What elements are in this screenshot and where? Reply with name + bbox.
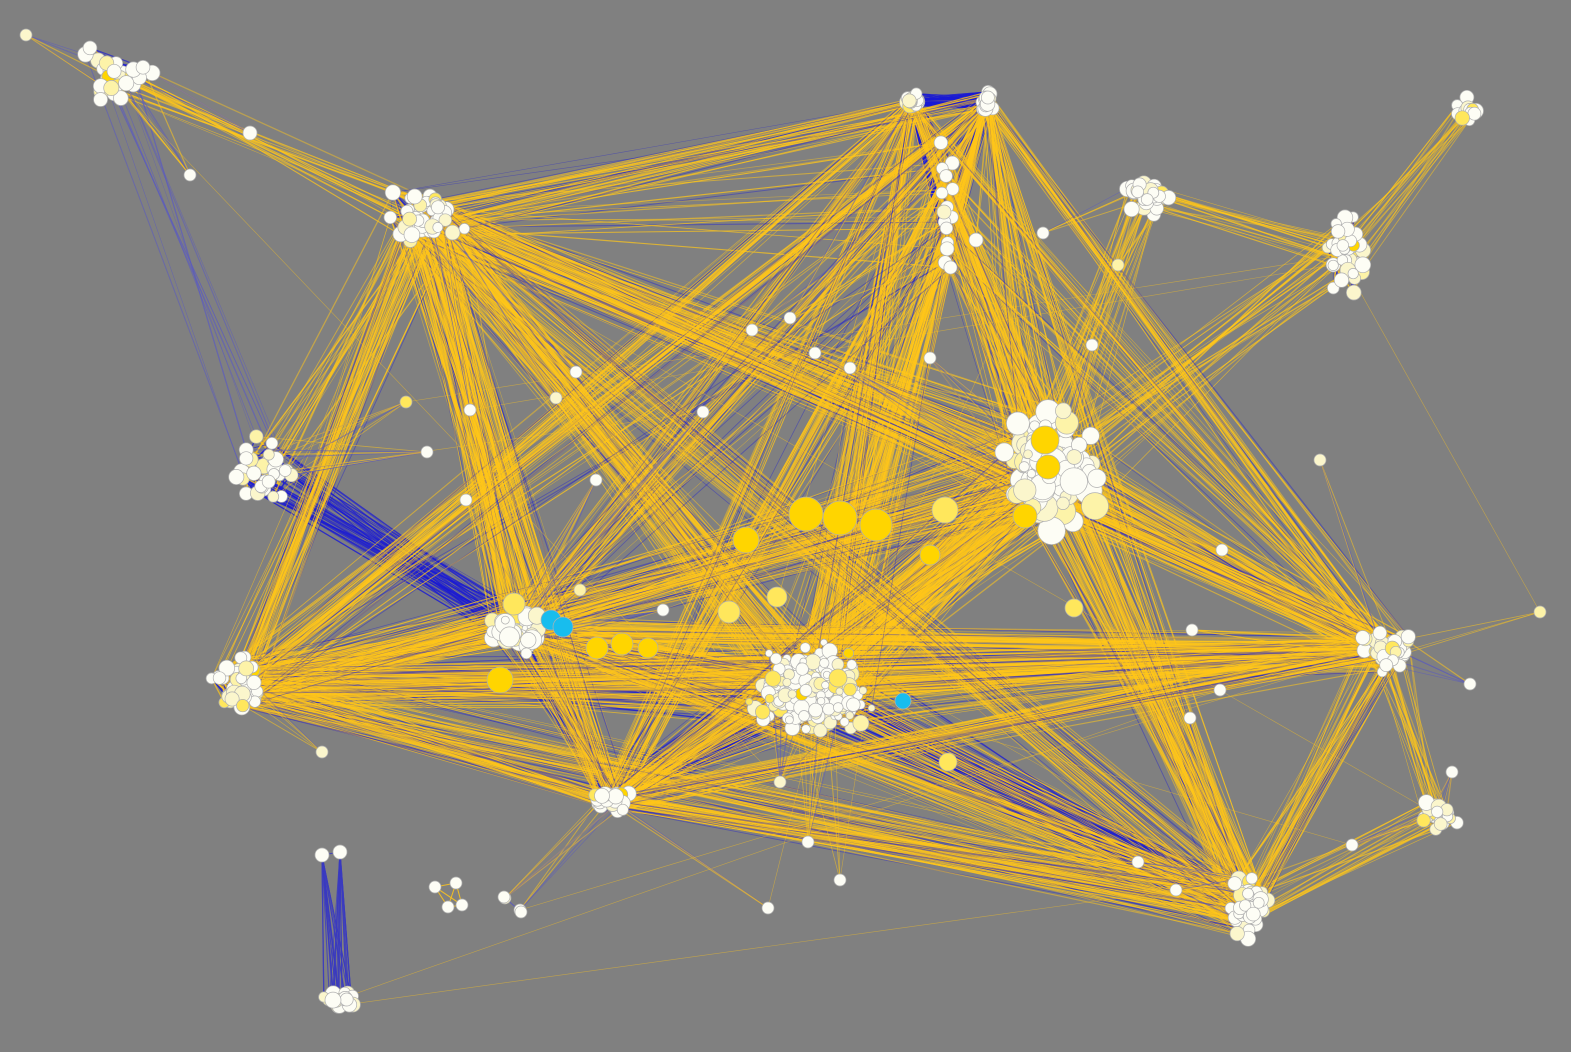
node-layer (19, 28, 1547, 1014)
